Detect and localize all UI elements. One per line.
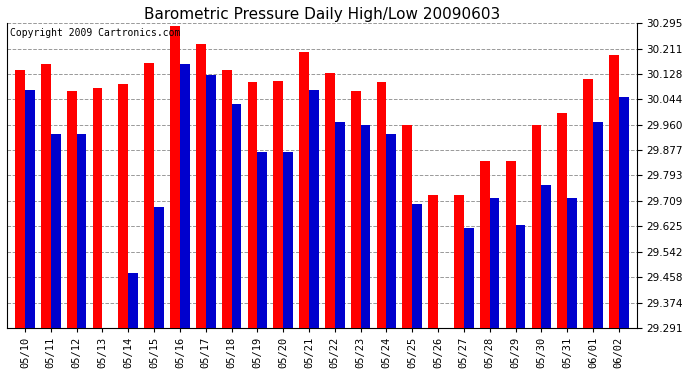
Bar [232, 104, 241, 328]
Bar [335, 122, 344, 328]
Bar [464, 228, 473, 328]
Bar [490, 198, 500, 328]
Bar [283, 152, 293, 328]
Bar [428, 195, 438, 328]
Bar [221, 70, 232, 328]
Bar [531, 125, 542, 328]
Bar [119, 84, 128, 328]
Bar [309, 90, 319, 328]
Bar [206, 75, 215, 328]
Bar [558, 112, 567, 328]
Bar [515, 225, 525, 328]
Bar [412, 204, 422, 328]
Bar [196, 44, 206, 328]
Bar [67, 92, 77, 328]
Bar [567, 198, 577, 328]
Bar [402, 125, 412, 328]
Bar [299, 52, 309, 328]
Text: Copyright 2009 Cartronics.com: Copyright 2009 Cartronics.com [10, 28, 181, 38]
Bar [583, 79, 593, 328]
Bar [351, 92, 361, 328]
Bar [128, 273, 138, 328]
Bar [386, 134, 396, 328]
Bar [15, 70, 25, 328]
Bar [361, 125, 371, 328]
Bar [180, 64, 190, 328]
Bar [506, 161, 515, 328]
Bar [170, 26, 180, 328]
Bar [273, 81, 283, 328]
Bar [454, 195, 464, 328]
Bar [480, 161, 490, 328]
Bar [154, 207, 164, 328]
Bar [257, 152, 267, 328]
Bar [41, 64, 51, 328]
Bar [542, 186, 551, 328]
Bar [92, 88, 102, 328]
Title: Barometric Pressure Daily High/Low 20090603: Barometric Pressure Daily High/Low 20090… [144, 7, 500, 22]
Bar [25, 90, 34, 328]
Bar [609, 55, 619, 328]
Bar [77, 134, 86, 328]
Bar [144, 63, 154, 328]
Bar [51, 134, 61, 328]
Bar [325, 73, 335, 328]
Bar [593, 122, 603, 328]
Bar [619, 98, 629, 328]
Bar [248, 82, 257, 328]
Bar [377, 82, 386, 328]
